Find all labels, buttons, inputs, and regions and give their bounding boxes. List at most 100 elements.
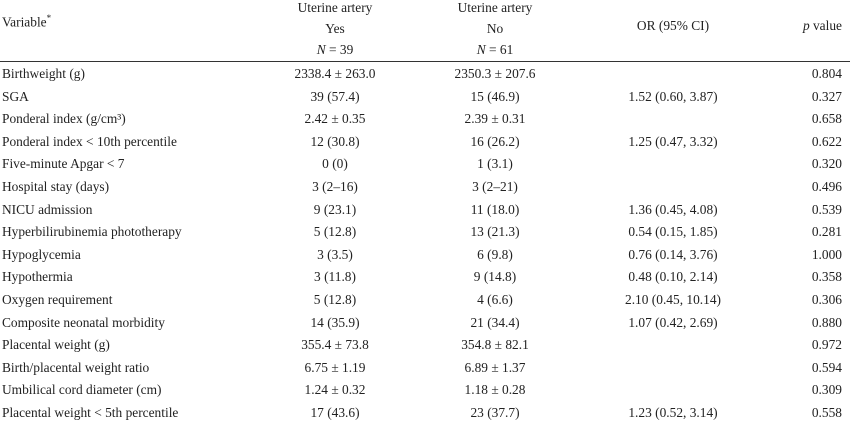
- cell-no: 2350.3 ± 207.6: [454, 66, 536, 81]
- cell-p-value: 0.972: [811, 337, 842, 353]
- cell-no: 2.39 ± 0.31: [464, 111, 526, 127]
- cell-variable: Birth/placental weight ratio: [2, 359, 150, 375]
- cell-yes: 0 (0): [322, 156, 348, 172]
- cell-variable: Hospital stay (days): [2, 179, 110, 194]
- cell-or: 0.48 (0.10, 2.14): [628, 269, 718, 285]
- cell-p-value: 0.281: [811, 224, 842, 240]
- cell-or: 1.52 (0.60, 3.87): [628, 88, 718, 104]
- cell-variable: NICU admission: [2, 201, 93, 217]
- cell-or: 1.25 (0.47, 3.32): [628, 133, 718, 149]
- table-row: NICU admission 9 (23.1) 11 (18.0) 1.36 (0.4…: [0, 199, 850, 222]
- p-rest-label: value: [809, 18, 842, 33]
- cell-no: 13 (21.3): [470, 224, 520, 240]
- yes-group-label: Uterine artery: [297, 0, 373, 15]
- cell-variable: Ponderal index (g/cm³): [2, 111, 126, 127]
- cell-yes: 355.4 ± 73.8: [301, 337, 369, 353]
- cell-yes: 9 (23.1): [313, 201, 357, 217]
- cell-variable: Five-minute Apgar < 7: [2, 156, 125, 172]
- header-rule: [0, 61, 850, 62]
- cell-or: 2.10 (0.45, 10.14): [625, 292, 721, 307]
- cell-no: 1.18 ± 0.28: [464, 382, 526, 398]
- no-column-header: Uterine artery No N = 61: [400, 0, 590, 60]
- cell-no: 1 (3.1): [477, 156, 513, 172]
- table-row: Hypoglycemia 3 (3.5) 6 (9.8) 0.76 (0.14, 3.…: [0, 244, 850, 267]
- no-n-value: = 61: [485, 42, 514, 57]
- table-row: Birthweight (g) 2338.4 ± 263.0 2350.3 ± 20…: [0, 63, 850, 86]
- table-row: Ponderal index (g/cm³) 2.42 ± 0.35 2.39 ± …: [0, 108, 850, 131]
- cell-p-value: 0.880: [811, 314, 842, 330]
- cell-p-value: 0.804: [811, 66, 842, 81]
- cell-yes: 3 (11.8): [314, 269, 356, 285]
- cell-variable: Umbilical cord diameter (cm): [2, 382, 162, 398]
- cell-no: 6.89 ± 1.37: [464, 359, 526, 375]
- table-row: Composite neonatal morbidity 14 (35.9) 21 …: [0, 312, 850, 335]
- cell-no: 3 (2–21): [472, 179, 518, 194]
- variable-header: Variable*: [2, 13, 51, 30]
- variable-header-label: Variable: [2, 14, 47, 30]
- cell-yes: 2.42 ± 0.35: [304, 111, 366, 127]
- cell-p-value: 0.558: [811, 405, 842, 420]
- yes-label: Yes: [325, 21, 345, 36]
- table-row: SGA 39 (57.4) 15 (46.9) 1.52 (0.60, 3.87) 0.…: [0, 86, 850, 109]
- yes-n-symbol: N: [316, 42, 326, 57]
- cell-variable: Oxygen requirement: [2, 292, 113, 307]
- cell-no: 16 (26.2): [470, 133, 520, 149]
- cell-p-value: 0.306: [811, 292, 842, 307]
- table-row: Placental weight < 5th percentile 17 (43.…: [0, 402, 850, 425]
- cell-p-value: 0.658: [811, 111, 842, 127]
- cell-no: 11 (18.0): [470, 201, 520, 217]
- cell-yes: 14 (35.9): [310, 314, 360, 330]
- yes-n-value: = 39: [325, 42, 354, 57]
- table-row: Hyperbilirubinemia phototherapy 5 (12.8) 1…: [0, 221, 850, 244]
- variable-header-footnote: *: [46, 13, 52, 23]
- cell-no: 15 (46.9): [470, 88, 520, 104]
- cell-no: 23 (37.7): [470, 405, 520, 420]
- p-column-header: p value: [803, 15, 842, 36]
- cell-yes: 6.75 ± 1.19: [304, 359, 366, 375]
- cell-or: 0.76 (0.14, 3.76): [628, 246, 718, 262]
- yes-n: N = 39: [240, 39, 430, 60]
- no-label: No: [486, 21, 504, 36]
- no-group-label: Uterine artery: [457, 0, 533, 15]
- cell-p-value: 0.539: [811, 201, 842, 217]
- cell-variable: Ponderal index < 10th percentile: [2, 133, 177, 149]
- cell-variable: Composite neonatal morbidity: [2, 314, 165, 330]
- table-row: Placental weight (g) 355.4 ± 73.8 354.8 ± …: [0, 334, 850, 357]
- cell-p-value: 0.358: [811, 269, 842, 285]
- cell-or: 1.23 (0.52, 3.14): [628, 405, 718, 420]
- no-n: N = 61: [400, 39, 590, 60]
- cell-yes: 5 (12.8): [313, 292, 357, 307]
- cell-yes: 3 (3.5): [317, 246, 353, 262]
- cell-yes: 5 (12.8): [313, 224, 357, 240]
- cell-variable: Placental weight < 5th percentile: [2, 405, 179, 420]
- cell-or: 1.36 (0.45, 4.08): [628, 201, 718, 217]
- cell-p-value: 0.320: [811, 156, 842, 172]
- table-row: Hospital stay (days) 3 (2–16) 3 (2–21) 0.49…: [0, 176, 850, 199]
- table-header: Variable* Uterine artery Yes N = 39 Uter…: [0, 0, 850, 62]
- cell-p-value: 0.327: [811, 88, 842, 104]
- cell-variable: Hyperbilirubinemia phototherapy: [2, 224, 182, 240]
- cell-no: 354.8 ± 82.1: [461, 337, 529, 353]
- cell-no: 9 (14.8): [473, 269, 517, 285]
- cell-p-value: 0.496: [811, 179, 842, 194]
- cell-no: 4 (6.6): [477, 292, 513, 307]
- table-row: Five-minute Apgar < 7 0 (0) 1 (3.1) 0.320: [0, 153, 850, 176]
- cell-yes: 1.24 ± 0.32: [304, 382, 366, 398]
- cell-yes: 17 (43.6): [310, 405, 360, 420]
- cell-no: 6 (9.8): [477, 246, 513, 262]
- cell-yes: 2338.4 ± 263.0: [294, 66, 376, 81]
- table-row: Ponderal index < 10th percentile 12 (30.8…: [0, 131, 850, 154]
- cell-p-value: 1.000: [811, 246, 842, 262]
- cell-or: 1.07 (0.42, 2.69): [628, 314, 718, 330]
- table-row: Hypothermia 3 (11.8) 9 (14.8) 0.48 (0.10, 2…: [0, 266, 850, 289]
- table-row: Umbilical cord diameter (cm) 1.24 ± 0.32 1…: [0, 379, 850, 402]
- cell-p-value: 0.309: [811, 382, 842, 398]
- cell-yes: 3 (2–16): [312, 179, 358, 194]
- or-column-header: OR (95% CI): [636, 18, 710, 33]
- cell-variable: Birthweight (g): [2, 66, 85, 81]
- cell-variable: Placental weight (g): [2, 337, 110, 353]
- p-symbol: p: [802, 18, 810, 33]
- table-row: Oxygen requirement 5 (12.8) 4 (6.6) 2.10 (0…: [0, 289, 850, 312]
- cell-p-value: 0.594: [811, 359, 842, 375]
- cell-p-value: 0.622: [811, 133, 842, 149]
